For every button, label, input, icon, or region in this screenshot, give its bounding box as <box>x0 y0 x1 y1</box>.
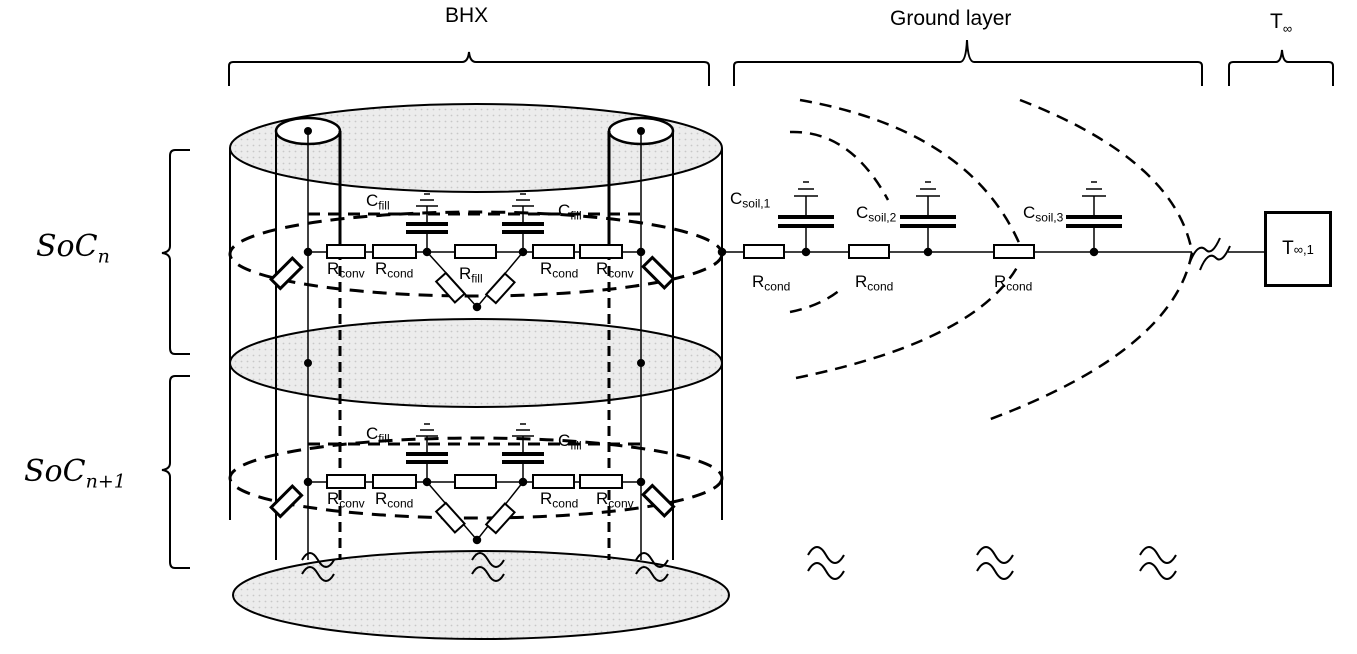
label-r-cond-ground-1: Rcond <box>752 272 791 294</box>
label-soc-n: SoCn <box>36 229 110 268</box>
label-r-cond-n-left: Rcond <box>375 259 414 281</box>
header-ground-layer: Ground layer <box>890 7 1012 30</box>
brace-soc-n <box>161 149 190 355</box>
label-r-conv-n1-left: Rconv <box>327 489 365 511</box>
pipe-right <box>607 116 675 560</box>
label-r-cond-n1-left: Rcond <box>375 489 414 511</box>
label-r-conv-n-right: Rconv <box>596 259 634 281</box>
brace-bhx <box>228 51 710 86</box>
header-bhx: BHX <box>445 4 489 27</box>
pipe-left <box>274 116 342 560</box>
label-c-soil-1: Csoil,1 <box>730 189 771 211</box>
label-r-fill-n: Rfill <box>459 264 483 286</box>
label-r-cond-ground-2: Rcond <box>855 272 894 294</box>
cylinder-walls <box>229 148 723 520</box>
brace-t-infinity <box>1228 49 1334 86</box>
break-symbols <box>301 546 1177 582</box>
label-r-cond-ground-3: Rcond <box>994 272 1033 294</box>
bottom-ellipse <box>232 550 730 640</box>
soil-arcs <box>789 98 1194 422</box>
label-c-fill-n-left: Cfill <box>366 191 390 213</box>
circuit-row-n <box>269 193 676 312</box>
label-r-cond-n-right: Rcond <box>540 259 579 281</box>
label-c-soil-2: Csoil,2 <box>856 203 897 225</box>
mid-ellipse <box>229 318 723 408</box>
label-c-fill-n1-right: Cfill <box>558 431 582 453</box>
label-r-cond-n1-right: Rcond <box>540 489 579 511</box>
label-soc-n1: SoCn+1 <box>24 454 126 493</box>
label-c-soil-3: Csoil,3 <box>1023 203 1064 225</box>
brace-ground-layer <box>733 39 1203 86</box>
label-r-conv-n1-right: Rconv <box>596 489 634 511</box>
circuit-row-n1 <box>269 423 676 545</box>
dashed-ellipse-n1 <box>228 436 724 520</box>
brace-soc-n1 <box>161 375 190 569</box>
far-field-temperature-box: T ∞,1 <box>1264 211 1332 287</box>
ground-circuit <box>717 181 1264 271</box>
label-r-conv-n-left: Rconv <box>327 259 365 281</box>
label-c-fill-n-right: Cfill <box>558 201 582 223</box>
label-c-fill-n1-left: Cfill <box>366 424 390 446</box>
header-t-infinity: T∞ <box>1270 10 1293 37</box>
